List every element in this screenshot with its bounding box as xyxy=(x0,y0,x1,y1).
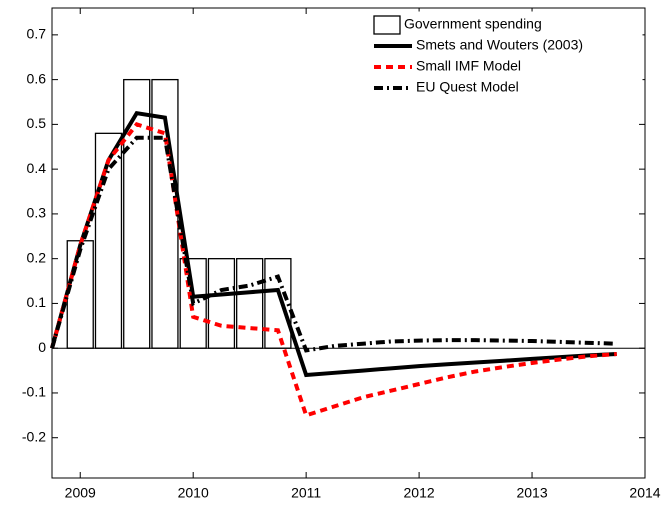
legend-label: EU Quest Model xyxy=(416,79,519,95)
legend-label: Small IMF Model xyxy=(416,58,521,74)
y-tick-label: 0.7 xyxy=(27,26,47,42)
legend: Government spending Smets and Wouters (20… xyxy=(369,11,643,103)
line-series xyxy=(50,111,617,378)
plot-frame xyxy=(51,7,646,479)
legend-label: Government spending xyxy=(404,16,542,32)
x-tick-label: 2012 xyxy=(404,485,435,501)
x-tick-label: 2011 xyxy=(291,485,321,501)
bar xyxy=(236,258,264,349)
bar xyxy=(264,258,292,349)
y-tick-label: -0.2 xyxy=(22,428,46,444)
y-tick-label: 0.6 xyxy=(27,70,47,86)
line-series xyxy=(50,122,617,418)
legend-label: Smets and Wouters (2003) xyxy=(416,37,583,53)
bar xyxy=(207,258,236,349)
line-series xyxy=(50,135,617,353)
x-tick-label: 2014 xyxy=(629,485,660,501)
y-tick-label: 0.3 xyxy=(27,205,47,221)
y-tick-label: 0.5 xyxy=(27,115,47,131)
y-tick-label: -0.1 xyxy=(22,384,46,400)
bar xyxy=(123,78,151,349)
y-tick-label: 0.4 xyxy=(27,160,47,176)
y-tick-label: 0.2 xyxy=(27,249,47,265)
x-tick-label: 2009 xyxy=(65,485,96,501)
y-tick-label: 0.1 xyxy=(27,294,47,310)
legend-swatch xyxy=(373,15,401,35)
legend-box xyxy=(369,11,643,103)
x-tick-label: 2013 xyxy=(516,485,547,501)
y-tick-label: 0 xyxy=(38,339,46,355)
x-tick-label: 2010 xyxy=(178,485,209,501)
